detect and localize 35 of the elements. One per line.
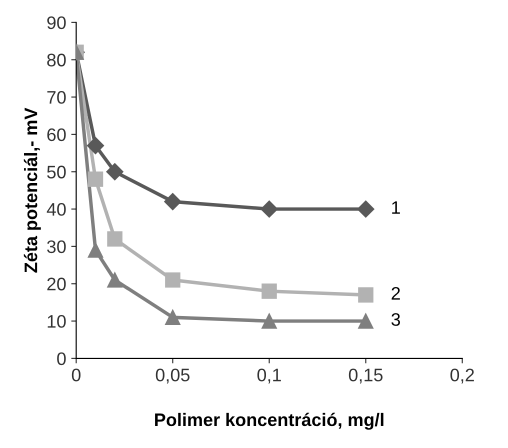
point	[86, 137, 104, 154]
point	[358, 287, 374, 303]
point	[260, 200, 278, 218]
y-tick-label: 50	[47, 166, 66, 178]
point	[358, 313, 374, 329]
y-tick-label: 40	[46, 203, 66, 216]
x-tick-label: 0,05	[156, 368, 190, 384]
x-axis-title: Polimer koncentráció, mg/l	[155, 412, 384, 430]
point	[88, 242, 104, 258]
series-label: 1	[392, 201, 400, 214]
point	[164, 193, 182, 210]
point	[106, 163, 124, 180]
x-tick-label: 0,2	[450, 368, 474, 384]
point	[88, 172, 104, 187]
point	[107, 272, 122, 288]
series-label: 2	[392, 286, 400, 300]
point	[107, 231, 122, 247]
point	[165, 272, 180, 288]
x-tick-label: 0,1	[257, 368, 281, 384]
point	[262, 313, 277, 329]
point	[357, 200, 374, 218]
y-tick-label: 80	[47, 54, 66, 66]
y-tick-label: 0	[57, 352, 66, 366]
y-tick-label: 90	[47, 16, 66, 30]
y-tick-label: 10	[48, 315, 66, 328]
y-tick-label: 60	[47, 128, 66, 142]
x-tick-label: 0	[72, 368, 81, 382]
point	[262, 284, 277, 299]
series-label: 3	[391, 313, 400, 326]
y-axis-title: Zéta potenciál,- mV	[24, 108, 41, 273]
y-tick-label: 30	[47, 240, 66, 254]
x-tick-label: 0,15	[348, 368, 383, 384]
y-tick-label: 20	[47, 278, 66, 290]
y-tick-label: 70	[47, 91, 66, 104]
point	[165, 310, 180, 325]
